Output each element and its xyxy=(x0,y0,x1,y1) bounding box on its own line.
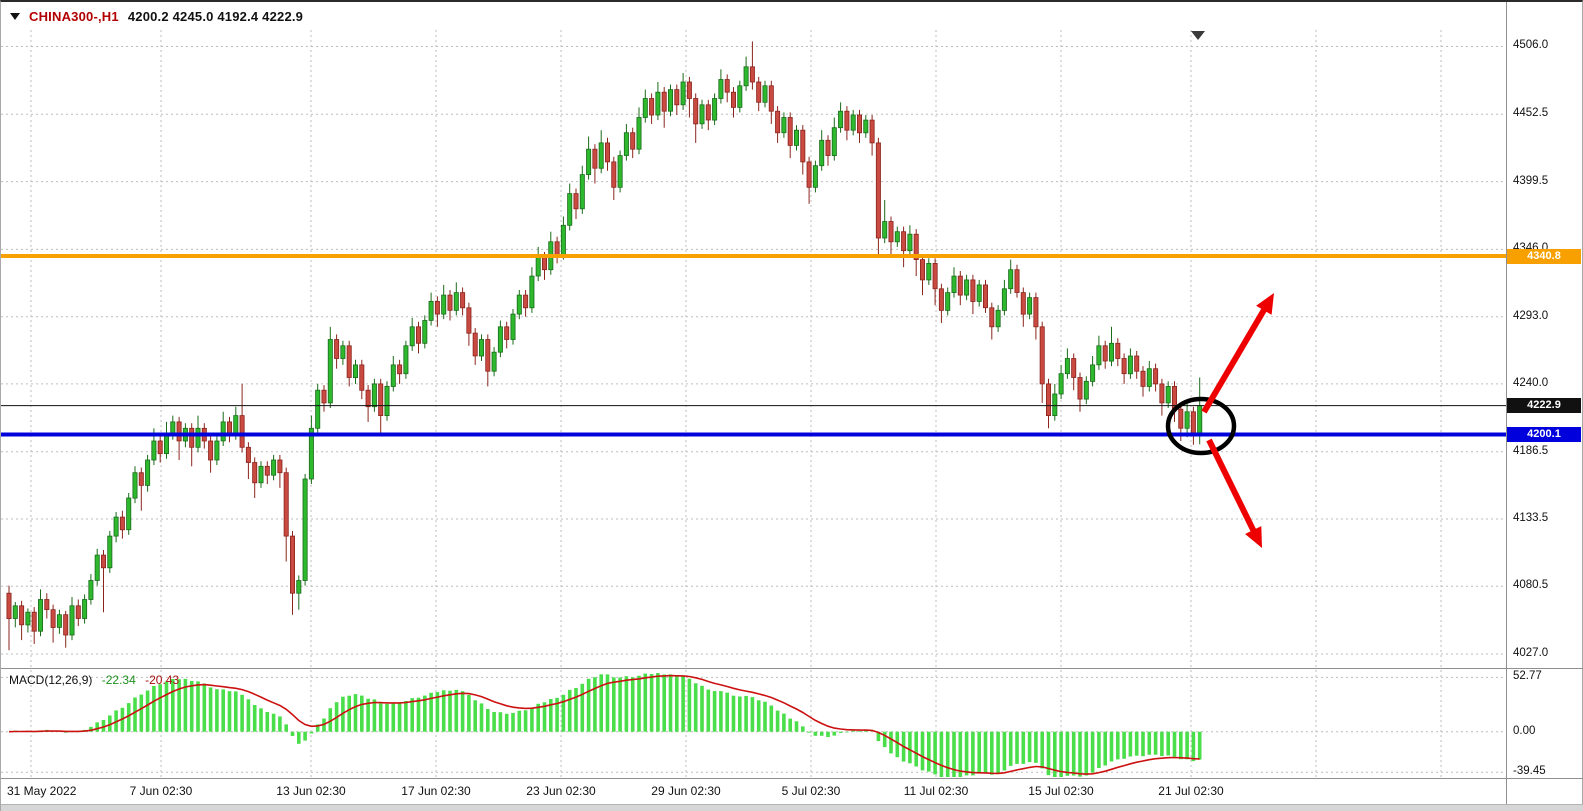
grid-lines xyxy=(1,30,1506,778)
time-tick-label: 7 Jun 02:30 xyxy=(129,784,193,798)
time-tick-label: 15 Jul 02:30 xyxy=(1028,784,1094,798)
price-tick-label: 4506.0 xyxy=(1513,39,1549,52)
macd-histogram xyxy=(13,673,1202,777)
macd-signal-line xyxy=(8,674,1200,775)
highlight-circle[interactable] xyxy=(1165,396,1237,456)
price-tick-label: 4293.0 xyxy=(1513,309,1549,322)
chart-header: CHINA300-,H1 4200.2 4245.0 4192.4 4222.9 xyxy=(1,2,1506,30)
macd-value: -22.34 xyxy=(101,673,136,687)
time-axis-separator xyxy=(1,778,1583,779)
time-tick-label: 11 Jul 02:30 xyxy=(903,784,969,798)
ohlc-quote: 4200.2 4245.0 4192.4 4222.9 xyxy=(127,8,304,24)
price-tick-label: 4080.5 xyxy=(1513,579,1549,592)
down-trend-arrow[interactable] xyxy=(1206,438,1260,539)
symbol-name: CHINA300-,H1 xyxy=(29,8,119,24)
up-trend-arrow[interactable] xyxy=(1201,301,1271,414)
candlestick-series xyxy=(6,41,1203,651)
indicator-tick-label: 52.77 xyxy=(1513,670,1542,683)
price-tick-label: 4399.5 xyxy=(1513,174,1549,187)
current-price-tag: 4222.9 xyxy=(1507,398,1581,414)
time-tick-label: 21 Jul 02:30 xyxy=(1158,784,1224,798)
macd-indicator-label: MACD(12,26,9) -22.34 -20.43 xyxy=(9,673,179,687)
price-tick-label: 4027.0 xyxy=(1513,647,1549,660)
time-tick-label: 31 May 2022 xyxy=(7,784,77,798)
macd-title: MACD(12,26,9) xyxy=(9,673,93,687)
time-tick-label: 17 Jun 02:30 xyxy=(401,784,471,798)
time-tick-label: 13 Jun 02:30 xyxy=(276,784,346,798)
indicator-panel-separator[interactable] xyxy=(1,668,1583,669)
price-tick-label: 4240.0 xyxy=(1513,376,1549,389)
window-bottom-edge xyxy=(1,804,1583,811)
price-tick-label: 4133.5 xyxy=(1513,511,1549,524)
symbol-dropdown-icon[interactable] xyxy=(10,12,20,20)
support-price-tag: 4200.1 xyxy=(1507,426,1581,442)
indicator-tick-label: -39.45 xyxy=(1513,765,1546,778)
time-tick-label: 29 Jun 02:30 xyxy=(651,784,721,798)
price-tick-label: 4452.5 xyxy=(1513,107,1549,120)
resistance-price-tag: 4340.8 xyxy=(1507,248,1581,264)
down-trend-arrow-head xyxy=(1245,526,1262,548)
price-tick-label: 4186.5 xyxy=(1513,444,1549,457)
time-tick-label: 23 Jun 02:30 xyxy=(526,784,596,798)
indicator-tick-label: 0.00 xyxy=(1513,724,1536,737)
up-trend-arrow-head xyxy=(1256,293,1274,315)
time-tick-label: 5 Jul 02:30 xyxy=(781,784,841,798)
price-scale-separator xyxy=(1506,2,1507,804)
macd-signal-value: -20.43 xyxy=(145,673,180,687)
chart-shift-marker-icon[interactable] xyxy=(1191,31,1205,40)
